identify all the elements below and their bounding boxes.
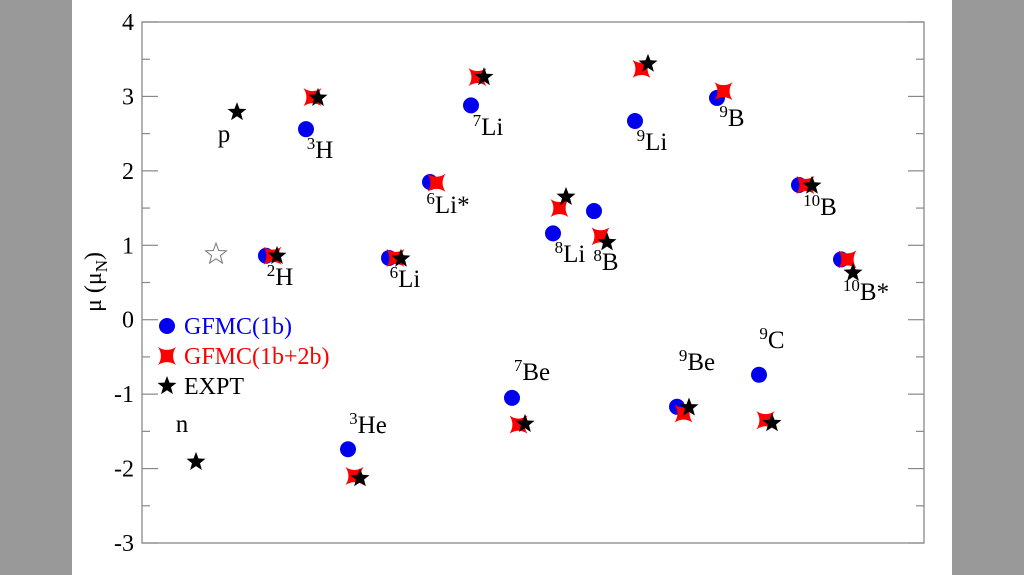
gfmc-1b-point: [586, 203, 602, 220]
expt-point: [308, 87, 328, 106]
nucleus-label: 3He: [349, 409, 387, 439]
y-tick-label: -1: [114, 382, 134, 408]
gfmc-1b-point: [463, 97, 479, 114]
gfmc-1b2b-point: [838, 250, 857, 269]
gfmc-1b2b-point: [550, 199, 569, 218]
nucleus-label: 9Be: [679, 346, 715, 376]
gfmc-1b2b-point: [714, 82, 733, 101]
y-axis-label: μ (μN): [81, 252, 111, 312]
nucleus-label: 6Li*: [426, 189, 469, 219]
expt-point: [843, 262, 863, 281]
legend-label-gfmc-1b: GFMC(1b): [184, 314, 292, 340]
legend-expt-marker: [157, 376, 177, 395]
nucleus-label: 7Li: [473, 111, 504, 141]
gfmc-1b-point: [504, 389, 520, 406]
nucleus-group-10b-star: 10B*: [843, 276, 889, 306]
nucleus-label: 9B: [719, 102, 744, 132]
nucleus-group-p: p: [218, 121, 231, 148]
y-tick-label: -2: [114, 457, 134, 483]
gfmc-1b-point: [627, 112, 643, 129]
nucleus-label: 9Li: [637, 126, 668, 156]
nucleus-label: 3H: [307, 134, 334, 164]
expt-point: [679, 397, 699, 416]
y-tick-label: -3: [114, 531, 134, 557]
y-tick-label: 2: [122, 159, 134, 185]
nucleus-group-6li-star: 6Li*: [426, 189, 469, 219]
expt-point: [474, 67, 494, 86]
gfmc-1b-point: [751, 366, 767, 383]
nucleus-label: 6Li: [390, 263, 421, 293]
nucleus-group-3h: 3H: [307, 134, 334, 164]
expt-point: [267, 245, 287, 264]
legend-gfmc-1b2b-marker: [158, 347, 176, 365]
gfmc-1b-point: [298, 121, 314, 138]
nucleus-group-8b: 8B: [593, 246, 618, 276]
legend-gfmc-1b-marker: [159, 318, 175, 334]
expt-point: [802, 175, 822, 194]
plot-frame: [141, 21, 925, 544]
expt-point: [556, 186, 576, 205]
hollow-star-point: [204, 241, 228, 265]
nucleus-group-8li: 8Li: [555, 238, 586, 268]
legend-label-expt: EXPT: [184, 374, 244, 400]
expt-point: [515, 413, 535, 432]
expt-point: [391, 248, 411, 267]
nucleus-label: 10B: [803, 191, 837, 221]
nucleus-group-9li: 9Li: [637, 126, 668, 156]
legend: GFMC(1b) GFMC(1b+2b) EXPT: [184, 314, 330, 400]
y-tick-label: 3: [122, 84, 134, 110]
nucleus-group-9be: 9Be: [679, 346, 715, 376]
nucleus-group-n: n: [176, 411, 189, 438]
legend-label-gfmc-1b2b: GFMC(1b+2b): [184, 344, 330, 370]
expt-point: [597, 232, 617, 251]
expt-point: [186, 451, 206, 470]
nucleus-group-9c: 9C: [759, 324, 784, 354]
nucleus-label: n: [176, 411, 189, 438]
y-tick-label: 4: [122, 10, 134, 36]
gfmc-1b-point: [340, 441, 356, 458]
y-tick-label: 0: [122, 308, 134, 334]
expt-point: [638, 53, 658, 72]
nucleus-group-3he: 3He: [349, 409, 387, 439]
nucleus-label: 10B*: [843, 276, 889, 306]
gfmc-1b2b-point: [427, 173, 446, 192]
nucleus-label: 9C: [759, 324, 784, 354]
gfmc-1b-point: [545, 225, 561, 242]
nucleus-label: 8B: [593, 246, 618, 276]
y-tick-label: 1: [122, 233, 134, 259]
figure-page: [72, 0, 952, 575]
nucleus-label: 7Be: [514, 356, 550, 386]
nucleus-group-7be: 7Be: [514, 356, 550, 386]
expt-point: [350, 468, 370, 487]
nucleus-group-7li: 7Li: [473, 111, 504, 141]
nucleus-group-2h: 2H: [267, 261, 294, 291]
nucleus-label: 8Li: [555, 238, 586, 268]
nucleus-group-6li: 6Li: [390, 263, 421, 293]
nucleus-group-9b: 9B: [719, 102, 744, 132]
nucleus-label: 2H: [267, 261, 294, 291]
expt-point: [227, 102, 247, 121]
nucleus-group-10b: 10B: [803, 191, 837, 221]
nucleus-label: p: [218, 121, 231, 148]
expt-point: [762, 413, 782, 432]
